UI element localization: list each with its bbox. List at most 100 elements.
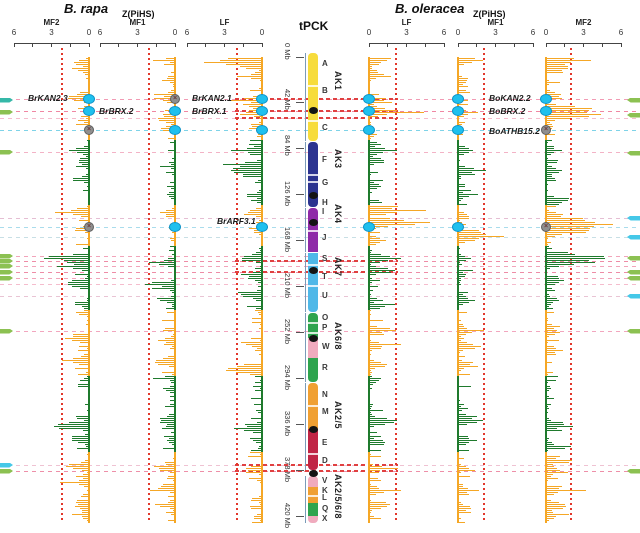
track-bar	[88, 392, 89, 394]
track-bar	[546, 480, 549, 482]
track-bar	[159, 166, 175, 168]
track-baseline	[261, 310, 263, 376]
track-bar	[369, 502, 387, 504]
green-arrow-marker	[627, 97, 640, 103]
track-bar	[251, 398, 262, 400]
block-letter: T	[322, 272, 327, 281]
track-bar	[150, 490, 175, 492]
track-bar	[166, 308, 175, 310]
track-bar	[369, 300, 383, 302]
block-letter: F	[322, 155, 327, 164]
track-bar	[369, 288, 371, 290]
track-bar	[83, 154, 89, 156]
track-bar	[369, 472, 380, 474]
track-bar	[458, 424, 468, 426]
track-bar	[458, 336, 461, 338]
track-bar	[369, 212, 397, 214]
track-bar	[74, 62, 89, 64]
dashed-line	[0, 277, 640, 279]
track-bar	[546, 288, 552, 290]
track-bar	[458, 510, 467, 512]
track-bar	[85, 118, 89, 120]
track-bar	[250, 418, 262, 420]
block-letter: L	[322, 493, 327, 502]
track-bar	[458, 512, 471, 514]
track-bar	[75, 368, 89, 370]
track-bar	[369, 350, 372, 352]
axis-tick	[205, 43, 207, 47]
track-bar	[458, 420, 483, 422]
track-bar	[248, 470, 262, 472]
track-bar	[458, 114, 468, 116]
track-bar	[168, 496, 175, 498]
track-bar	[546, 92, 555, 94]
track-bar	[458, 72, 460, 74]
track-bar	[369, 304, 395, 306]
track-bar	[86, 276, 89, 278]
track-bar	[252, 298, 262, 300]
track-bar	[173, 430, 175, 432]
gene-dot-cyan	[363, 125, 375, 135]
track-bar	[171, 188, 175, 190]
track-bar	[458, 160, 460, 162]
track-bar	[66, 466, 89, 468]
track-bar	[369, 346, 383, 348]
track-bar	[546, 330, 558, 332]
track-bar	[458, 166, 466, 168]
track-bar	[369, 418, 388, 420]
track-bar	[155, 504, 175, 506]
track-bar	[546, 454, 547, 456]
track-bar	[255, 382, 262, 384]
track-bar	[369, 514, 371, 516]
track-bar	[546, 394, 547, 396]
track-bar	[369, 416, 376, 418]
axis-number: 3	[581, 28, 586, 37]
right-subgenome-header: Z(PiHS)	[473, 9, 506, 19]
axis-tick	[443, 43, 445, 47]
track-bar	[369, 310, 371, 312]
track-bar	[259, 454, 262, 456]
axis-number: 0	[455, 28, 461, 37]
track-bar	[257, 480, 262, 482]
track-bar	[546, 346, 554, 348]
track-bar	[369, 244, 377, 246]
track-bar	[173, 190, 175, 192]
track-bar	[458, 312, 467, 314]
track-bar	[458, 352, 460, 354]
axis-number: 0	[172, 28, 178, 37]
track-bar	[84, 122, 89, 124]
track-bar	[369, 426, 375, 428]
track-bar	[546, 112, 587, 114]
track-bar	[546, 198, 569, 200]
track-bar	[165, 338, 175, 340]
track-baseline	[174, 140, 176, 205]
track-baseline	[261, 376, 263, 452]
track-bar	[75, 476, 89, 478]
track-bar	[546, 196, 555, 198]
track-bar	[85, 232, 89, 234]
track-bar	[167, 424, 175, 426]
track-bar	[369, 236, 377, 238]
block-letter: C	[322, 123, 328, 132]
track-bar	[74, 506, 89, 508]
track-bar	[169, 508, 175, 510]
track-baseline	[174, 376, 176, 452]
track-bar	[258, 70, 262, 72]
track-bar	[369, 160, 384, 162]
track-bar	[546, 334, 555, 336]
track-bar	[256, 202, 262, 204]
track-bar	[171, 240, 175, 242]
track-bar	[369, 486, 377, 488]
track-bar	[66, 262, 89, 264]
track-bar	[458, 112, 478, 114]
track-bar	[250, 374, 262, 376]
track-bar	[546, 282, 559, 284]
track-bar	[161, 128, 175, 130]
track-bar	[546, 190, 549, 192]
track-bar	[458, 440, 477, 442]
centromere	[308, 334, 318, 342]
track-bar	[167, 76, 175, 78]
track-bar	[168, 196, 175, 198]
track-bar	[246, 472, 262, 474]
track-bar	[369, 274, 376, 276]
